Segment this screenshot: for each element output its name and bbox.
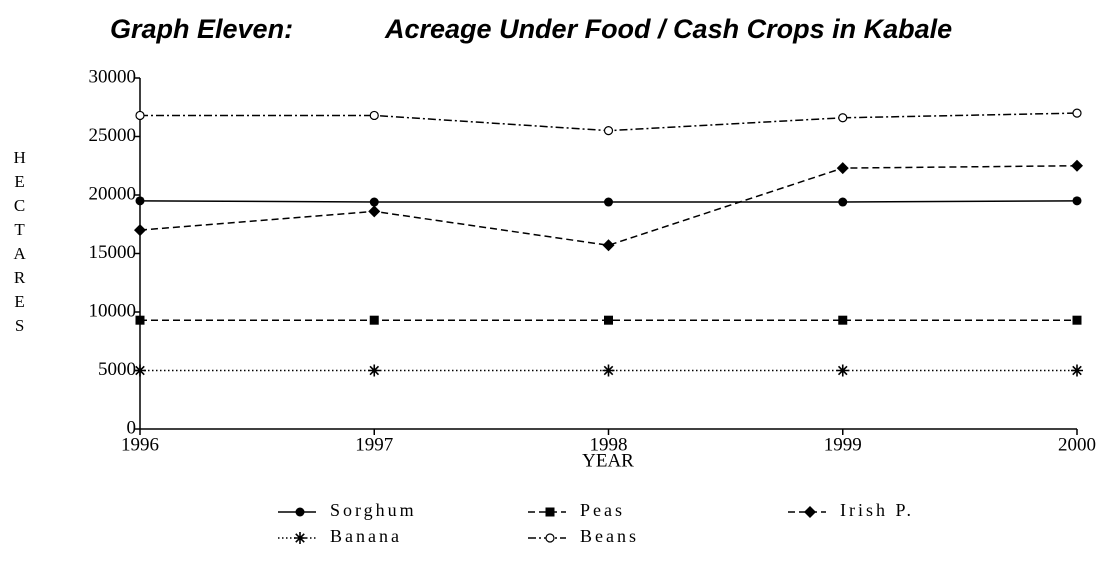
x-tick-label: 1998: [590, 434, 628, 455]
marker: [838, 113, 848, 123]
y-tick-label: 5000: [98, 359, 136, 380]
marker: [604, 315, 613, 325]
y-tick-label: 20000: [89, 183, 137, 204]
marker: [602, 239, 615, 252]
marker: [368, 205, 381, 218]
x-tick-label: 1996: [121, 434, 159, 455]
marker: [836, 162, 849, 175]
marker: [369, 197, 379, 207]
marker: [135, 110, 145, 121]
marker: [838, 197, 848, 207]
series-line: [139, 165, 1078, 247]
legend-label: Banana: [330, 526, 402, 546]
marker: [1072, 196, 1082, 206]
x-tick-label: 1997: [355, 434, 393, 455]
y-axis-label: HECTARES: [10, 148, 29, 340]
y-tick-label: 30000: [89, 66, 137, 87]
legend-marker: [804, 506, 816, 518]
marker: [135, 315, 145, 325]
legend-marker: [545, 533, 555, 543]
marker: [1071, 159, 1083, 172]
x-axis-label: YEAR: [582, 450, 634, 471]
legend-marker: [294, 532, 306, 544]
chart-title: Acreage Under Food / Cash Crops in Kabal…: [384, 14, 952, 44]
marker: [836, 364, 849, 377]
x-tick-label: 2000: [1058, 434, 1096, 455]
marker: [134, 364, 146, 377]
legend-label: Irish P.: [840, 500, 914, 520]
marker: [1072, 315, 1082, 325]
marker: [369, 110, 379, 121]
chart-title-prefix: Graph Eleven:: [110, 14, 293, 44]
legend-label: Sorghum: [330, 500, 417, 520]
legend-marker: [545, 507, 555, 517]
x-tick-label: 1999: [824, 434, 862, 455]
marker: [603, 126, 614, 136]
legend-label: Peas: [580, 500, 625, 520]
marker: [1071, 364, 1083, 377]
marker: [838, 315, 848, 325]
marker: [369, 315, 379, 325]
marker: [368, 364, 381, 377]
y-tick-label: 15000: [89, 242, 137, 263]
marker: [604, 197, 613, 207]
marker: [135, 196, 145, 206]
y-tick-label: 0: [127, 417, 137, 438]
marker: [602, 364, 615, 377]
marker: [1072, 108, 1082, 118]
legend-marker: [295, 507, 305, 517]
y-tick-label: 25000: [89, 125, 137, 146]
marker: [134, 224, 146, 237]
y-tick-label: 10000: [89, 300, 137, 321]
legend-label: Beans: [580, 526, 639, 546]
